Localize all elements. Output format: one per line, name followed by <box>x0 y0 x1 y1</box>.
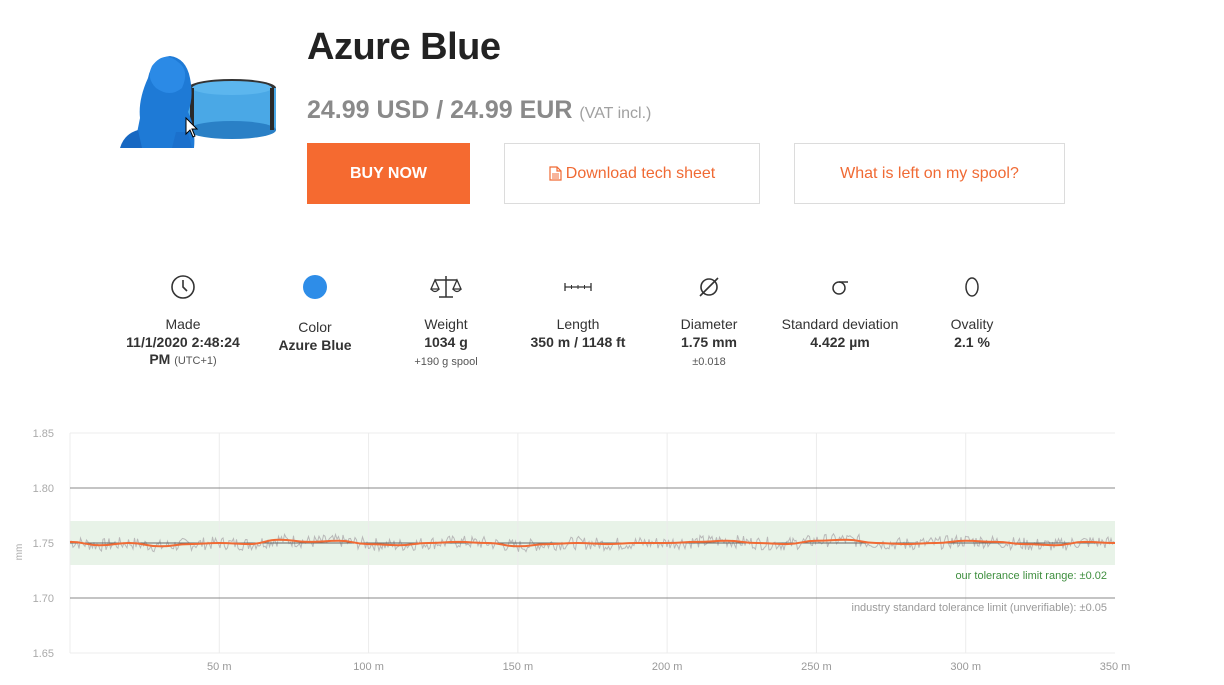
diameter-value: 1.75 mm <box>680 334 738 350</box>
tolerance-label: our tolerance limit range: ±0.02 <box>955 570 1107 582</box>
spec-diameter: Diameter 1.75 mm ±0.018 <box>664 270 754 372</box>
made-value-line1: 11/1/2020 2:48:24 <box>126 334 240 350</box>
x-tick-label: 150 m <box>503 661 534 673</box>
spool-remaining-button[interactable]: What is left on my spool? <box>794 143 1065 204</box>
weight-label: Weight <box>424 316 468 332</box>
spec-made: Made 11/1/2020 2:48:24 PM (UTC+1) <box>110 270 256 371</box>
x-tick-label: 300 m <box>950 661 981 673</box>
x-tick-label: 50 m <box>207 661 231 673</box>
smoothed-diameter-line <box>69 538 1116 548</box>
industry-tolerance-label: industry standard tolerance limit (unver… <box>852 602 1108 614</box>
ruler-icon <box>512 270 644 304</box>
spec-color: Color Azure Blue <box>262 270 368 355</box>
ovality-icon <box>932 270 1012 304</box>
product-price: 24.99 USD / 24.99 EUR (VAT incl.) <box>307 96 651 125</box>
made-timezone: (UTC+1) <box>174 355 217 367</box>
color-swatch-icon <box>262 270 368 304</box>
spec-standard-deviation: Standard deviation 4.422 µm <box>770 270 910 352</box>
clock-icon <box>110 270 256 304</box>
scale-icon <box>396 270 496 304</box>
buy-now-label: BUY NOW <box>349 164 428 182</box>
spec-length: Length 350 m / 1148 ft <box>512 270 644 352</box>
sigma-icon <box>770 270 910 304</box>
made-value-line2: PM <box>149 351 171 367</box>
ovality-label: Ovality <box>950 316 994 332</box>
buy-now-button[interactable]: BUY NOW <box>307 143 470 204</box>
download-tech-sheet-button[interactable]: Download tech sheet <box>504 143 760 204</box>
length-label: Length <box>556 316 600 332</box>
price-value: 24.99 USD / 24.99 EUR <box>307 96 573 124</box>
download-tech-sheet-label: Download tech sheet <box>565 164 716 182</box>
weight-note: +190 g spool <box>414 356 478 368</box>
y-tick-label: 1.85 <box>33 428 54 440</box>
x-tick-label: 250 m <box>801 661 832 673</box>
stddev-value: 4.422 µm <box>810 334 870 350</box>
spec-weight: Weight 1034 g +190 g spool <box>396 270 496 372</box>
vat-note: (VAT incl.) <box>579 105 652 122</box>
color-label: Color <box>298 319 332 335</box>
diameter-icon <box>664 270 754 304</box>
spec-ovality: Ovality 2.1 % <box>932 270 1012 352</box>
color-value: Azure Blue <box>278 337 352 353</box>
diameter-chart: 1.65 1.70 1.75 1.80 1.85 50 m 100 m 150 m 200 m… <box>14 428 1131 673</box>
y-tick-label: 1.65 <box>33 648 54 660</box>
product-image <box>112 48 282 158</box>
stddev-label: Standard deviation <box>781 316 899 332</box>
length-value: 350 m / 1148 ft <box>530 334 626 350</box>
diameter-note: ±0.018 <box>692 356 726 368</box>
x-tick-label: 100 m <box>353 661 384 673</box>
spool-remaining-label: What is left on my spool? <box>840 164 1019 182</box>
product-title: Azure Blue <box>307 26 501 68</box>
y-axis-label: mm <box>14 544 25 561</box>
weight-value: 1034 g <box>424 334 468 350</box>
document-icon <box>549 166 562 181</box>
x-tick-label: 200 m <box>652 661 683 673</box>
diameter-label: Diameter <box>680 316 738 332</box>
ovality-value: 2.1 % <box>954 334 990 350</box>
y-tick-label: 1.80 <box>33 483 54 495</box>
y-tick-label: 1.75 <box>33 538 54 550</box>
x-tick-label: 350 m <box>1100 661 1131 673</box>
made-label: Made <box>165 316 201 332</box>
y-tick-label: 1.70 <box>33 593 54 605</box>
